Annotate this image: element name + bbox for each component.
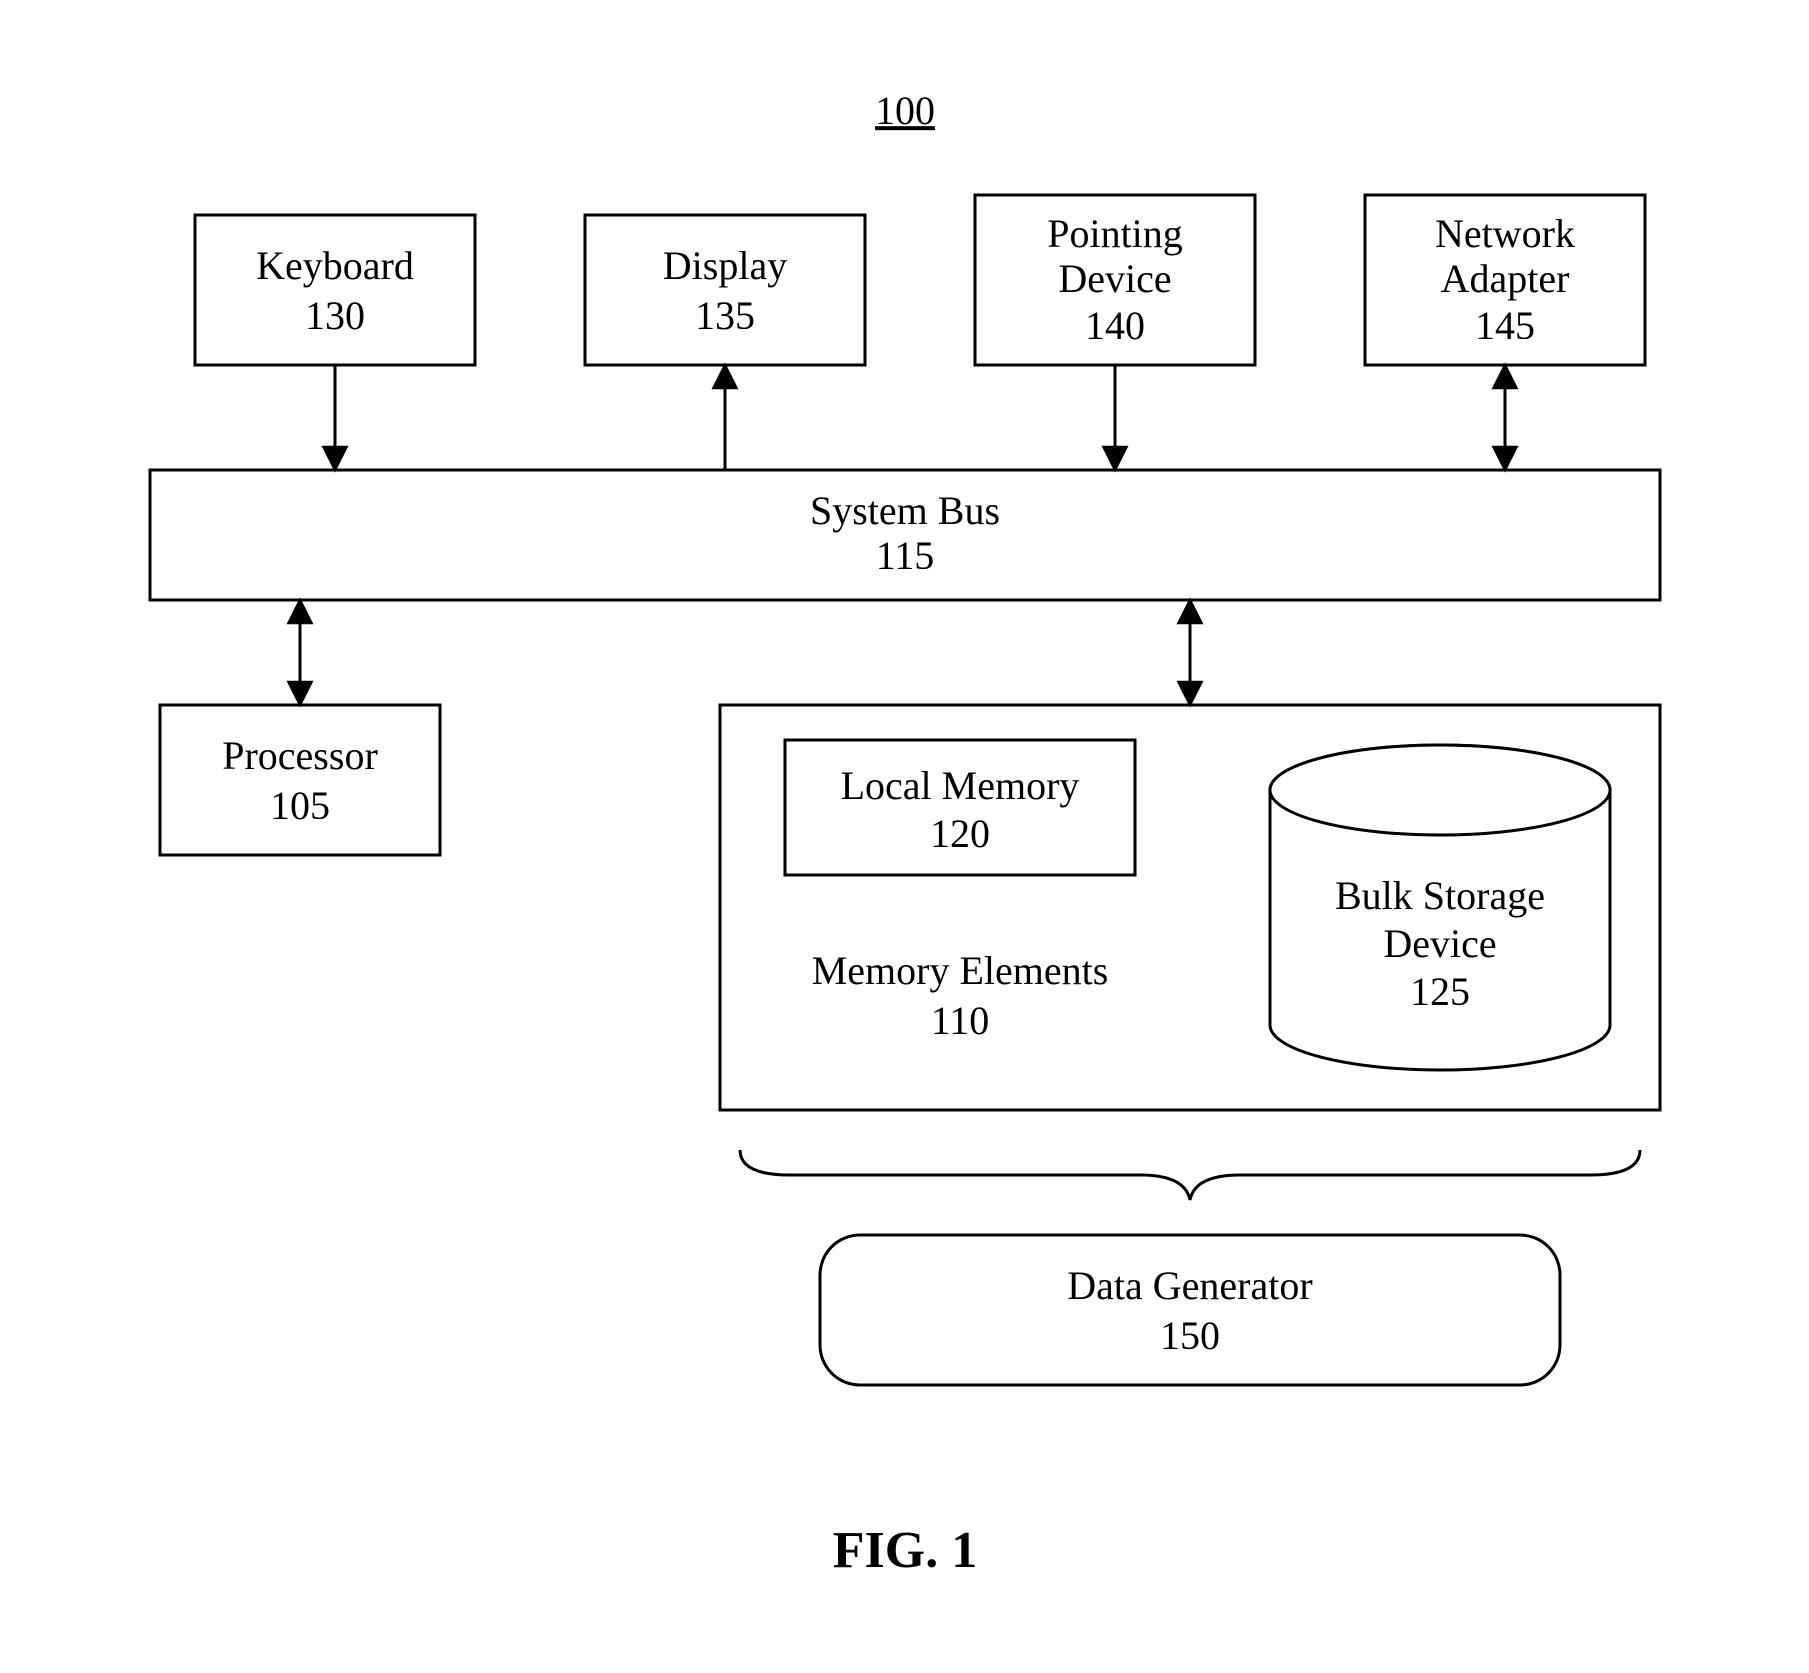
memory-elements-label: Memory Elements — [812, 948, 1109, 993]
bulk-label2: Device — [1383, 921, 1496, 966]
network-ref: 145 — [1475, 303, 1535, 348]
node-network-adapter: Network Adapter 145 — [1365, 195, 1645, 365]
data-generator-label: Data Generator — [1067, 1263, 1312, 1308]
pointing-label1: Pointing — [1047, 211, 1183, 256]
data-generator-ref: 150 — [1160, 1313, 1220, 1358]
local-memory-label: Local Memory — [841, 763, 1080, 808]
pointing-label2: Device — [1058, 256, 1171, 301]
pointing-ref: 140 — [1085, 303, 1145, 348]
processor-label: Processor — [222, 733, 378, 778]
memory-elements-ref: 110 — [931, 998, 990, 1043]
display-label: Display — [663, 243, 787, 288]
keyboard-ref: 130 — [305, 293, 365, 338]
node-keyboard: Keyboard 130 — [195, 215, 475, 365]
node-data-generator: Data Generator 150 — [820, 1235, 1560, 1385]
node-display: Display 135 — [585, 215, 865, 365]
node-bulk-storage: Bulk Storage Device 125 — [1270, 745, 1610, 1070]
display-ref: 135 — [695, 293, 755, 338]
bulk-ref: 125 — [1410, 969, 1470, 1014]
network-label2: Adapter — [1441, 256, 1570, 301]
keyboard-label: Keyboard — [256, 243, 414, 288]
node-processor: Processor 105 — [160, 705, 440, 855]
node-system-bus: System Bus 115 — [150, 470, 1660, 600]
bus-label: System Bus — [810, 488, 1000, 533]
figure-reference: 100 — [875, 88, 935, 133]
network-label1: Network — [1435, 211, 1575, 256]
local-memory-ref: 120 — [930, 811, 990, 856]
processor-ref: 105 — [270, 783, 330, 828]
node-local-memory: Local Memory 120 — [785, 740, 1135, 875]
bus-ref: 115 — [876, 533, 935, 578]
node-pointing-device: Pointing Device 140 — [975, 195, 1255, 365]
bulk-label1: Bulk Storage — [1335, 873, 1545, 918]
figure-caption: FIG. 1 — [833, 1522, 977, 1579]
grouping-brace — [740, 1150, 1640, 1200]
